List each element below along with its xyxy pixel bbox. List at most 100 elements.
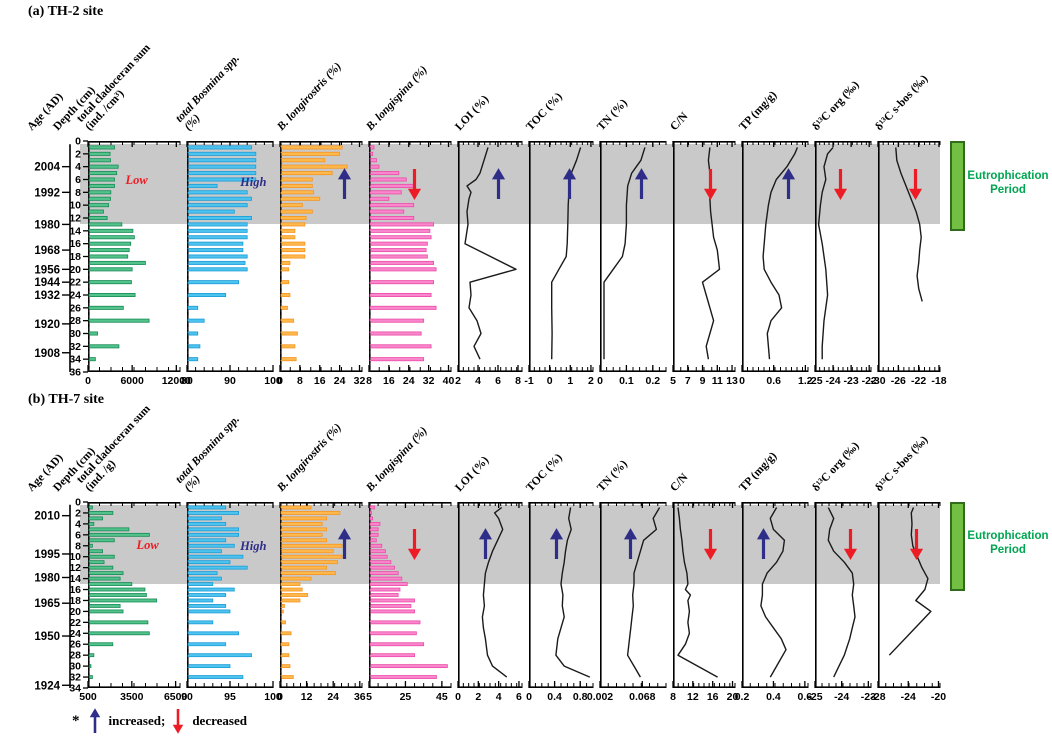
bar <box>187 511 239 515</box>
bar <box>369 587 401 592</box>
bar <box>187 549 222 554</box>
high-note: High <box>240 175 267 190</box>
bar <box>187 560 231 565</box>
bar <box>280 532 323 537</box>
bar <box>369 248 427 253</box>
axis-tick-label: 5 <box>670 375 676 387</box>
bar <box>187 344 201 349</box>
bar <box>280 151 341 156</box>
bar <box>187 527 239 532</box>
axis-tick-label: 12 <box>301 691 313 703</box>
bar <box>369 196 390 201</box>
arrow-shaft <box>709 169 713 190</box>
bar <box>187 196 252 201</box>
bar <box>88 631 150 636</box>
axis-tick-label: 0 <box>277 375 283 387</box>
bar <box>280 203 303 208</box>
bar <box>187 620 214 625</box>
bar <box>280 631 292 636</box>
axis-tick-label: -26 <box>891 375 906 387</box>
column-b-longirostris-plot: 0 12 24 36 <box>277 502 366 703</box>
column-loi-header: LOI (%) <box>453 93 492 133</box>
bar <box>280 305 288 310</box>
bar <box>88 241 132 246</box>
bar <box>280 571 336 576</box>
arrow-shaft <box>483 538 487 560</box>
axis-tick-label: 100 <box>264 375 282 387</box>
axis-tick-label: -25 <box>807 375 822 387</box>
arrow-shaft <box>762 538 766 560</box>
axis-tick-label: 0 <box>739 375 745 387</box>
bar <box>88 254 129 259</box>
bar <box>187 505 227 510</box>
bar <box>88 516 104 521</box>
axis-tick-label: 5 <box>366 691 372 703</box>
eutrophication-period-label: Eutrophication Period <box>964 170 1052 198</box>
column-b-longirostris-plot: 0 8 16 24 32 <box>277 141 366 387</box>
depth-tick-label: 0 <box>75 136 81 148</box>
axis-tick-label: 2 <box>455 375 461 387</box>
axis-tick-label: 45 <box>436 691 448 703</box>
bar <box>88 560 105 565</box>
depth-tick-label: 32 <box>69 672 81 684</box>
axis-tick-label: 90 <box>224 375 236 387</box>
low-note: Low <box>136 537 159 552</box>
column-tp-plot: 0 0.6 1.2 <box>739 141 813 387</box>
bar <box>280 216 307 221</box>
down-trend-arrow-cn <box>704 529 718 561</box>
axis-tick-label: 2 <box>588 375 594 387</box>
bar <box>88 216 108 221</box>
arrow-shaft <box>914 169 918 190</box>
bar <box>187 248 244 253</box>
up-trend-arrow-tn <box>623 528 637 560</box>
bar <box>280 177 313 182</box>
column-loi-header: LOI (%) <box>453 454 492 494</box>
column-tp-header: TP (mg/g) <box>737 89 780 133</box>
axis-tick-label: 6000 <box>120 375 144 387</box>
bar <box>369 571 399 576</box>
bar <box>369 235 432 240</box>
asterisk: * <box>72 712 80 729</box>
bar <box>280 549 334 554</box>
depth-tick-label: 18 <box>69 251 81 263</box>
bar <box>280 598 301 603</box>
bar <box>88 554 115 559</box>
down-trend-arrow-cn <box>704 169 718 201</box>
up-trend-arrow-loi <box>478 528 492 560</box>
axis-tick-label: 9 <box>700 375 706 387</box>
bar <box>88 598 158 603</box>
arrow-head <box>704 189 718 201</box>
bar <box>369 664 448 669</box>
axis-tick-label: 4 <box>475 375 481 387</box>
axis-tick-label: 36 <box>354 691 366 703</box>
depth-tick-label: 14 <box>69 573 81 585</box>
bar <box>88 164 119 169</box>
bar <box>280 260 291 265</box>
bar <box>280 190 314 195</box>
bar <box>187 171 257 176</box>
bar <box>280 521 323 526</box>
column-tn-header: TN (%) <box>595 457 630 494</box>
bar <box>369 331 422 336</box>
bar <box>88 593 147 597</box>
arrow-head <box>89 708 100 718</box>
axis-tick-label: 0.2 <box>645 375 660 387</box>
column-d13c-org-header: δ¹³C org (‰) <box>810 439 862 494</box>
bar <box>280 196 321 201</box>
depth-tick-label: 6 <box>75 529 81 541</box>
arrow-shaft <box>628 538 632 560</box>
axis-tick-label: 0.6 <box>798 691 813 703</box>
axis-tick-label: 2 <box>475 691 481 703</box>
bar <box>280 254 306 259</box>
bar <box>88 331 98 336</box>
bar <box>88 653 95 658</box>
legend-decreased-label: decreased <box>192 713 247 728</box>
column-loi-plot: 2 4 6 8 <box>455 141 523 387</box>
axis-tick-label: 80 <box>181 375 193 387</box>
depth-tick-label: 2 <box>75 507 81 519</box>
depth-tick-label: 28 <box>69 650 81 662</box>
bar <box>187 587 235 592</box>
column-bosmina-total-header: total Bosmina spp. (%) <box>173 413 243 494</box>
